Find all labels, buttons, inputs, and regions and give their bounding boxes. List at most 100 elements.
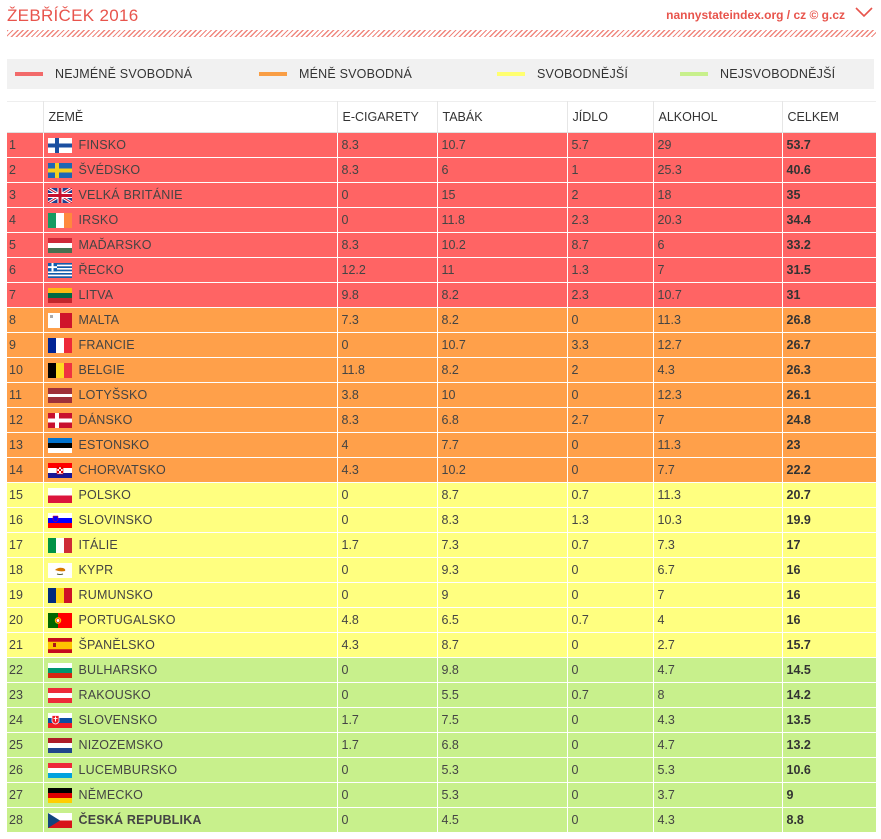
table-row: 18 KYPR 0 9.3 0 6.7 16 bbox=[7, 557, 876, 583]
alcohol-cell: 4.3 bbox=[653, 707, 783, 733]
rank-cell: 18 bbox=[7, 557, 44, 583]
col-header-food[interactable]: JÍDLO bbox=[567, 101, 654, 133]
tobacco-cell: 10.2 bbox=[437, 457, 568, 483]
col-header-country[interactable]: ZEMĚ bbox=[43, 101, 338, 133]
country-name: BELGIE bbox=[78, 363, 125, 377]
chevron-down-icon[interactable] bbox=[855, 6, 873, 18]
total-cell: 31.5 bbox=[782, 257, 876, 283]
col-header-rank[interactable] bbox=[7, 101, 44, 133]
alcohol-cell: 12.3 bbox=[653, 382, 783, 408]
alcohol-cell: 4.3 bbox=[653, 807, 783, 833]
tobacco-cell: 5.3 bbox=[437, 757, 568, 783]
country-wrapper: SLOVENSKO bbox=[47, 712, 337, 728]
total-cell: 8.8 bbox=[782, 807, 876, 833]
legend-label: NEJMÉNĚ SVOBODNÁ bbox=[55, 67, 193, 81]
table-row: 2 ŠVÉDSKO 8.3 6 1 25.3 40.6 bbox=[7, 157, 876, 183]
rank-cell: 26 bbox=[7, 757, 44, 783]
flag-ro-icon bbox=[47, 587, 72, 603]
country-cell: ESTONSKO bbox=[43, 432, 338, 458]
table-row: 6 ŘECKO 12.2 11 1.3 7 31.5 bbox=[7, 257, 876, 283]
alcohol-cell: 11.3 bbox=[653, 482, 783, 508]
ecig-cell: 0 bbox=[337, 482, 438, 508]
alcohol-cell: 8 bbox=[653, 682, 783, 708]
country-name: ITÁLIE bbox=[78, 538, 118, 552]
table-row: 1 FINSKO 8.3 10.7 5.7 29 53.7 bbox=[7, 132, 876, 158]
country-cell: KYPR bbox=[43, 557, 338, 583]
food-cell: 0.7 bbox=[567, 682, 654, 708]
total-cell: 53.7 bbox=[782, 132, 876, 158]
flag-lu-icon bbox=[47, 762, 72, 778]
table-row: 22 BULHARSKO 0 9.8 0 4.7 14.5 bbox=[7, 657, 876, 683]
food-cell: 0 bbox=[567, 732, 654, 758]
flag-fr-icon bbox=[47, 337, 72, 353]
table-row: 9 FRANCIE 0 10.7 3.3 12.7 26.7 bbox=[7, 332, 876, 358]
country-cell: ČESKÁ REPUBLIKA bbox=[43, 807, 338, 833]
alcohol-cell: 7.7 bbox=[653, 457, 783, 483]
country-wrapper: ITÁLIE bbox=[47, 537, 337, 553]
table-row: 20 PORTUGALSKO 4.8 6.5 0.7 4 16 bbox=[7, 607, 876, 633]
country-cell: ŠVÉDSKO bbox=[43, 157, 338, 183]
country-wrapper: MALTA bbox=[47, 312, 337, 328]
ecig-cell: 8.3 bbox=[337, 407, 438, 433]
legend-swatch bbox=[497, 72, 525, 76]
food-cell: 0 bbox=[567, 657, 654, 683]
tobacco-cell: 8.2 bbox=[437, 282, 568, 308]
food-cell: 0 bbox=[567, 307, 654, 333]
table-row: 26 LUCEMBURSKO 0 5.3 0 5.3 10.6 bbox=[7, 757, 876, 783]
total-cell: 31 bbox=[782, 282, 876, 308]
alcohol-cell: 10.7 bbox=[653, 282, 783, 308]
country-cell: CHORVATSKO bbox=[43, 457, 338, 483]
ecig-cell: 8.3 bbox=[337, 132, 438, 158]
source-link[interactable]: nannystateindex.org / cz © g.cz bbox=[666, 8, 845, 22]
country-name: NĚMECKO bbox=[78, 788, 144, 802]
country-name: LITVA bbox=[78, 288, 114, 302]
col-header-tobacco[interactable]: TABÁK bbox=[437, 101, 568, 133]
tobacco-cell: 6.8 bbox=[437, 732, 568, 758]
alcohol-cell: 7.3 bbox=[653, 532, 783, 558]
flag-gr-icon bbox=[47, 262, 72, 278]
flag-lv-icon bbox=[47, 387, 72, 403]
rank-cell: 23 bbox=[7, 682, 44, 708]
col-header-total[interactable]: CELKEM bbox=[782, 101, 876, 133]
total-cell: 26.3 bbox=[782, 357, 876, 383]
flag-mt-icon bbox=[47, 312, 72, 328]
rank-cell: 4 bbox=[7, 207, 44, 233]
legend-label: MÉNĚ SVOBODNÁ bbox=[299, 67, 413, 81]
alcohol-cell: 18 bbox=[653, 182, 783, 208]
flag-hr-icon bbox=[47, 462, 72, 478]
tobacco-cell: 10.7 bbox=[437, 332, 568, 358]
legend-label: NEJSVOBODNĚJŠÍ bbox=[720, 67, 836, 81]
tobacco-cell: 8.2 bbox=[437, 357, 568, 383]
country-name: ŘECKO bbox=[78, 263, 124, 277]
table-row: 10 BELGIE 11.8 8.2 2 4.3 26.3 bbox=[7, 357, 876, 383]
country-name: KYPR bbox=[78, 563, 114, 577]
rank-cell: 5 bbox=[7, 232, 44, 258]
rank-cell: 25 bbox=[7, 732, 44, 758]
food-cell: 0.7 bbox=[567, 532, 654, 558]
rank-cell: 9 bbox=[7, 332, 44, 358]
col-header-ecig[interactable]: E-CIGARETY bbox=[337, 101, 438, 133]
tobacco-cell: 7.3 bbox=[437, 532, 568, 558]
food-cell: 5.7 bbox=[567, 132, 654, 158]
rank-cell: 15 bbox=[7, 482, 44, 508]
country-name: SLOVENSKO bbox=[78, 713, 158, 727]
country-wrapper: BELGIE bbox=[47, 362, 337, 378]
alcohol-cell: 7 bbox=[653, 582, 783, 608]
tobacco-cell: 8.7 bbox=[437, 482, 568, 508]
ecig-cell: 4.8 bbox=[337, 607, 438, 633]
legend-swatch bbox=[680, 72, 708, 76]
table-row: 23 RAKOUSKO 0 5.5 0.7 8 14.2 bbox=[7, 682, 876, 708]
country-wrapper: NIZOZEMSKO bbox=[47, 737, 337, 753]
country-cell: SLOVINSKO bbox=[43, 507, 338, 533]
country-name: POLSKO bbox=[78, 488, 132, 502]
col-header-alcohol[interactable]: ALKOHOL bbox=[653, 101, 783, 133]
country-name: SLOVINSKO bbox=[78, 513, 153, 527]
food-cell: 0 bbox=[567, 807, 654, 833]
total-cell: 24.8 bbox=[782, 407, 876, 433]
ecig-cell: 9.8 bbox=[337, 282, 438, 308]
rank-cell: 19 bbox=[7, 582, 44, 608]
flag-lt-icon bbox=[47, 287, 72, 303]
flag-de-icon bbox=[47, 787, 72, 803]
flag-ee-icon bbox=[47, 437, 72, 453]
legend-label: SVOBODNĚJŠÍ bbox=[537, 67, 629, 81]
